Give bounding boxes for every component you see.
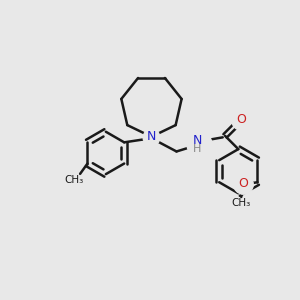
Text: CH₃: CH₃ (232, 198, 251, 208)
Text: N: N (192, 134, 202, 147)
Text: N: N (147, 130, 156, 143)
Text: O: O (238, 177, 248, 190)
Text: O: O (236, 113, 246, 126)
Text: H: H (193, 144, 201, 154)
Text: CH₃: CH₃ (64, 175, 84, 185)
